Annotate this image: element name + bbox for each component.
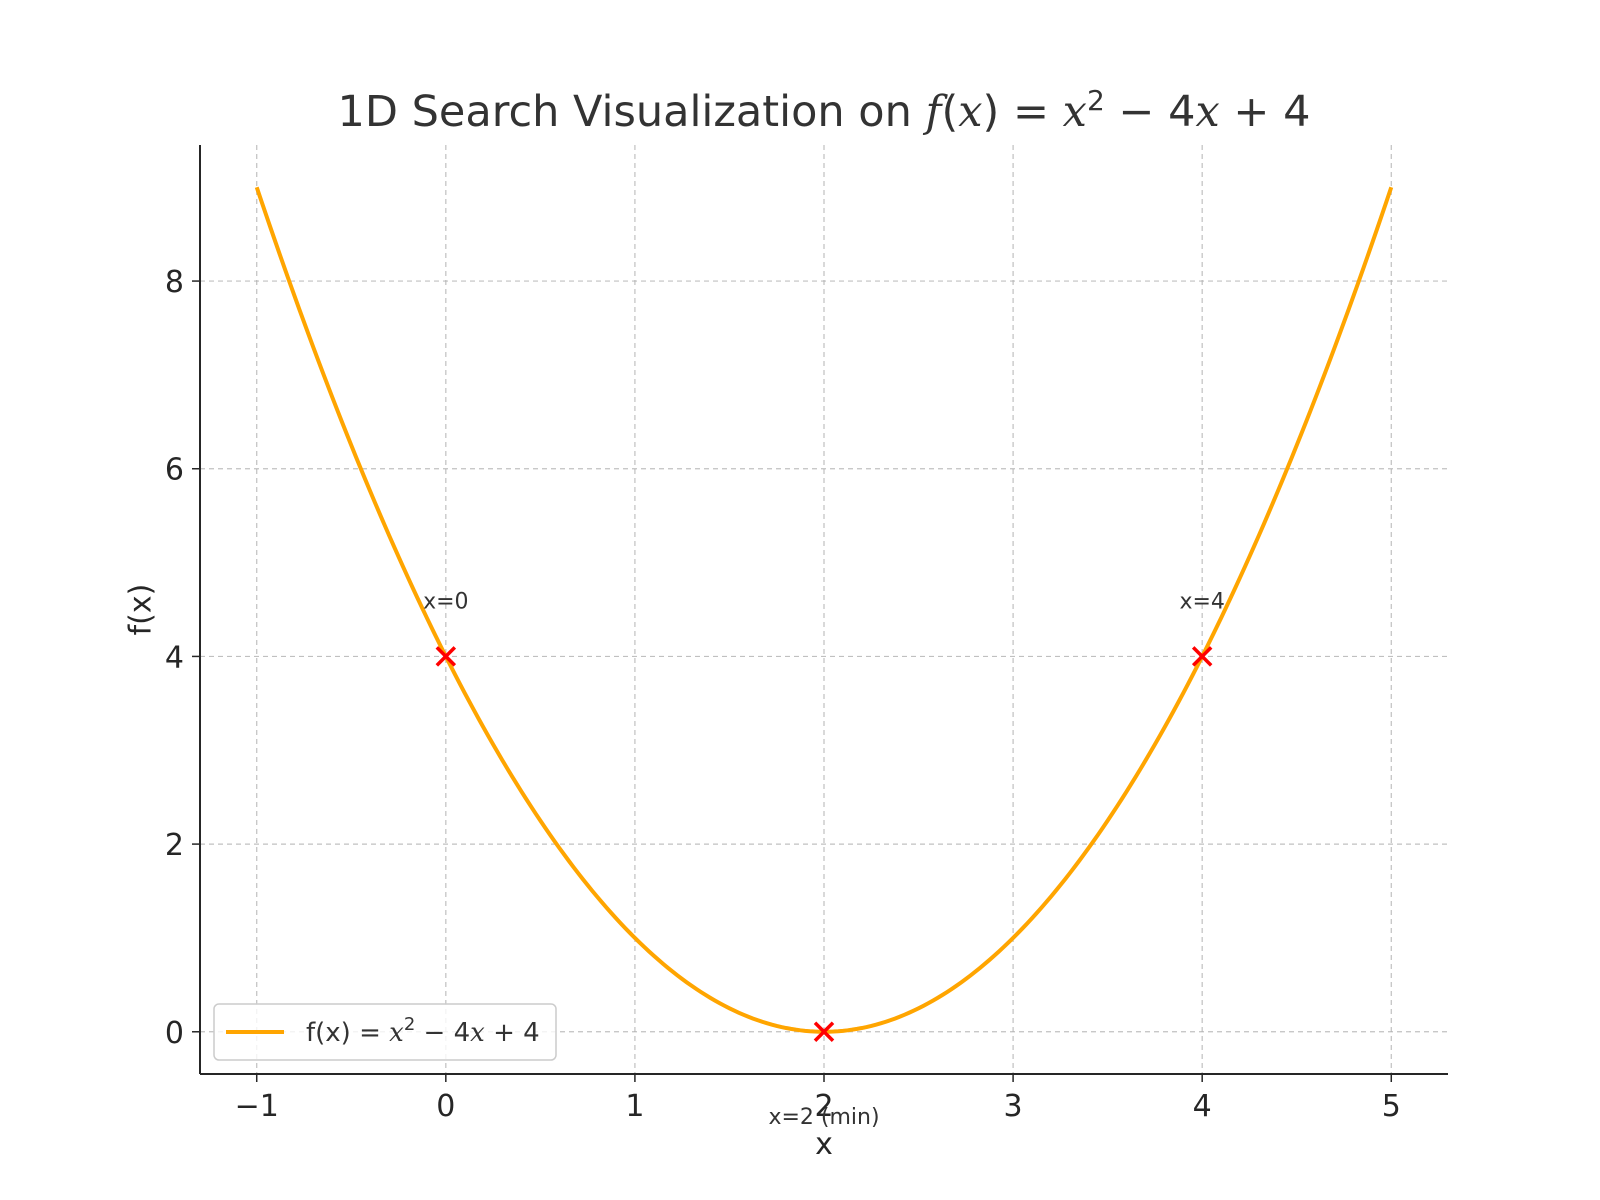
title-math-exp: 2 <box>1087 84 1105 117</box>
marker-stroke <box>1191 646 1213 667</box>
x-tick-label: 4 <box>1193 1089 1212 1124</box>
marker-stroke <box>813 1021 835 1043</box>
legend-part-3: 2 <box>404 1014 415 1035</box>
markers <box>435 646 1213 1043</box>
point-annotation: x=2 (min) <box>768 1105 879 1130</box>
legend-part-1: f(x) = <box>306 1018 389 1048</box>
y-tick-label: 6 <box>165 453 184 488</box>
legend-box <box>213 1003 557 1061</box>
y-tick-label: 2 <box>165 828 184 863</box>
y-axis-label: f(x) <box>124 584 159 636</box>
y-axis-ticks: 0 2 4 6 8 <box>165 265 200 1051</box>
y-tick-label: 8 <box>165 265 184 300</box>
legend: f(x) = x2 − 4x + 4 <box>213 1003 557 1061</box>
y-tick-label: 4 <box>165 640 184 675</box>
title-math-x3: x <box>1196 87 1220 137</box>
title-math-x2: x <box>1063 87 1087 137</box>
point-annotation: x=0 <box>423 589 468 614</box>
point-annotation: x=4 <box>1179 589 1224 614</box>
legend-part-6: + 4 <box>485 1018 540 1048</box>
title-math-plus4: + 4 <box>1220 87 1311 137</box>
legend-part-2: x <box>389 1018 404 1048</box>
title-math-eq: ) = <box>983 87 1063 137</box>
legend-label: f(x) = x2 − 4x + 4 <box>306 1014 540 1048</box>
x-tick-label: 5 <box>1382 1089 1401 1124</box>
x-axis-ticks: −1 0 1 2 3 4 5 <box>235 1074 1401 1124</box>
title-math-open: ( <box>941 87 958 137</box>
y-tick-label: 0 <box>165 1016 184 1051</box>
point-marker <box>1191 646 1213 667</box>
x-axis-label: x <box>815 1127 833 1162</box>
marker-stroke <box>435 646 457 667</box>
x-tick-label: −1 <box>235 1089 279 1124</box>
chart-title: 1D Search Visualization on f(x) = x2 − 4… <box>338 84 1311 137</box>
x-tick-label: 3 <box>1004 1089 1023 1124</box>
grid <box>200 145 1448 1074</box>
title-math-minus4: − 4 <box>1105 87 1196 137</box>
annotations: x=0 x=2 (min) x=4 <box>423 589 1225 1130</box>
x-tick-label: 0 <box>436 1089 455 1124</box>
legend-part-4: − 4 <box>415 1018 470 1048</box>
x-tick-label: 2 <box>814 1089 833 1124</box>
point-marker <box>813 1021 835 1043</box>
title-math-x1: x <box>958 87 982 137</box>
x-tick-label: 1 <box>625 1089 644 1124</box>
title-prefix: 1D Search Visualization on <box>338 87 926 137</box>
point-marker <box>435 646 457 667</box>
legend-part-5: x <box>470 1018 485 1048</box>
